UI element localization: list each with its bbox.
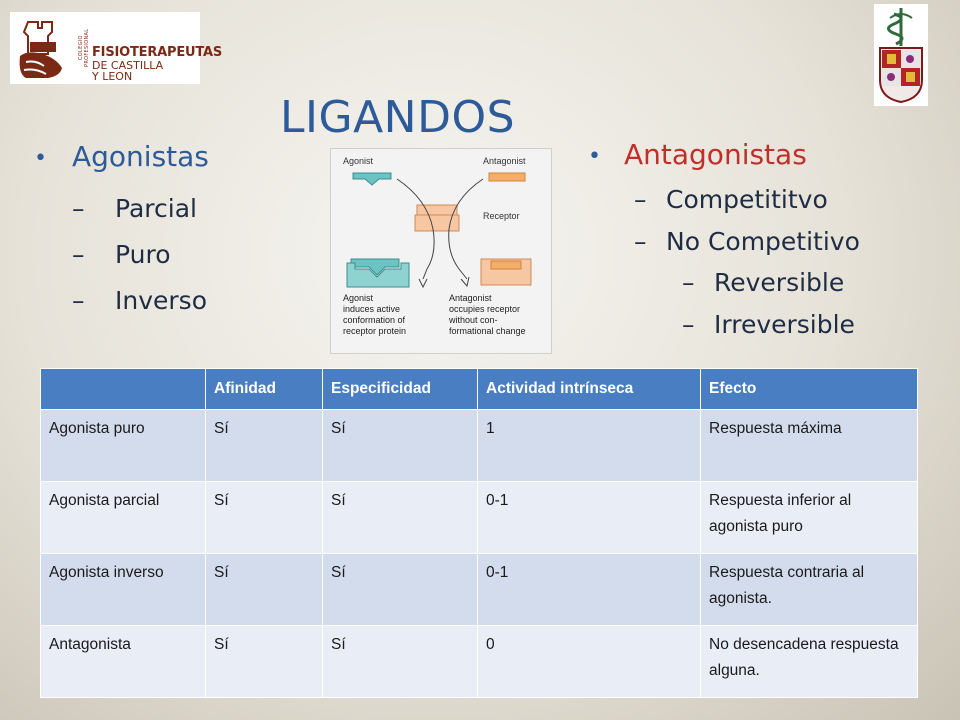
- logo-vertical-text: COLEGIO PROFESIONAL: [78, 28, 90, 68]
- table-cell: Respuesta máxima: [700, 409, 918, 482]
- antagonist-subitem: Reversible: [714, 268, 845, 297]
- table-cell: Agonista inverso: [40, 553, 206, 626]
- column-header: Especificidad: [322, 368, 478, 410]
- table-cell: Respuesta inferior al agonista puro: [700, 481, 918, 554]
- agonist-item: Inverso: [115, 286, 207, 315]
- table-header-row: Afinidad Especificidad Actividad intríns…: [40, 368, 918, 410]
- antagonist-item: Competititvo: [666, 185, 828, 214]
- table-cell: Sí: [205, 481, 323, 554]
- antagonist-molecule-icon: [488, 172, 526, 182]
- table-cell: Sí: [322, 481, 478, 554]
- agonist-molecule-icon: [352, 172, 392, 186]
- antagonists-heading: Antagonistas: [624, 138, 807, 171]
- table-cell: Sí: [205, 553, 323, 626]
- receptor-diagram: Agonist Antagonist Receptor Agonist indu…: [330, 148, 552, 354]
- table-cell: 0: [477, 625, 701, 698]
- table-cell: Sí: [322, 409, 478, 482]
- table-cell: 1: [477, 409, 701, 482]
- antagonist-subitem: Irreversible: [714, 310, 855, 339]
- agonists-heading: Agonistas: [72, 140, 209, 173]
- table-cell: Sí: [205, 625, 323, 698]
- chess-horse-logo-icon: [14, 16, 76, 80]
- table-cell: Sí: [322, 553, 478, 626]
- slide-title: LIGANDOS: [280, 92, 516, 143]
- column-header: Afinidad: [205, 368, 323, 410]
- diagram-agonist-label: Agonist: [343, 156, 374, 166]
- dash-icon: –: [634, 185, 647, 214]
- diagram-receptor-label: Receptor: [483, 211, 520, 221]
- table-cell: Agonista parcial: [40, 481, 206, 554]
- column-header: Efecto: [700, 368, 918, 410]
- dash-icon: –: [634, 227, 647, 256]
- table-cell: Agonista puro: [40, 409, 206, 482]
- dash-icon: –: [72, 194, 85, 223]
- table-cell: No desencadena respuesta alguna.: [700, 625, 918, 698]
- logo-line-3: Y LEON: [92, 70, 133, 83]
- caption-right-2: occupies receptor: [449, 304, 520, 314]
- table-cell: Sí: [322, 625, 478, 698]
- dash-icon: –: [682, 268, 695, 297]
- caption-left-2: induces active: [343, 304, 400, 314]
- table-row: Agonista inverso Sí Sí 0-1 Respuesta con…: [40, 553, 918, 626]
- college-logo: COLEGIO PROFESIONAL FISIOTERAPEUTAS DE C…: [10, 12, 222, 84]
- logo-name: FISIOTERAPEUTAS: [92, 45, 223, 60]
- bullet-icon: •: [34, 146, 47, 171]
- caption-right-4: formational change: [449, 326, 526, 336]
- table-row: Antagonista Sí Sí 0 No desencadena respu…: [40, 625, 918, 698]
- table-row: Agonista parcial Sí Sí 0-1 Respuesta inf…: [40, 481, 918, 554]
- caption-left-3: conformation of: [343, 315, 406, 325]
- ligand-comparison-table: Afinidad Especificidad Actividad intríns…: [40, 368, 918, 698]
- table-cell: Antagonista: [40, 625, 206, 698]
- crest-logo: [874, 4, 928, 106]
- column-header: [40, 368, 206, 410]
- logo-line-2: DE CASTILLA: [92, 59, 164, 72]
- coat-of-arms-icon: [874, 4, 928, 106]
- agonist-item: Parcial: [115, 194, 197, 223]
- table-cell: 0-1: [477, 553, 701, 626]
- antagonist-item: No Competitivo: [666, 227, 860, 256]
- diagram-antagonist-label: Antagonist: [483, 156, 526, 166]
- dash-icon: –: [682, 310, 695, 339]
- bullet-icon: •: [588, 144, 601, 169]
- agonist-item: Puro: [115, 240, 171, 269]
- table-cell: Sí: [205, 409, 323, 482]
- table-cell: Respuesta contraria al agonista.: [700, 553, 918, 626]
- dash-icon: –: [72, 286, 85, 315]
- table-row: Agonista puro Sí Sí 1 Respuesta máxima: [40, 409, 918, 482]
- column-header: Actividad intrínseca: [477, 368, 701, 410]
- caption-right-1: Antagonist: [449, 293, 492, 303]
- dash-icon: –: [72, 240, 85, 269]
- caption-right-3: without con-: [448, 315, 498, 325]
- table-cell: 0-1: [477, 481, 701, 554]
- caption-left-4: receptor protein: [343, 326, 406, 336]
- caption-left-1: Agonist: [343, 293, 374, 303]
